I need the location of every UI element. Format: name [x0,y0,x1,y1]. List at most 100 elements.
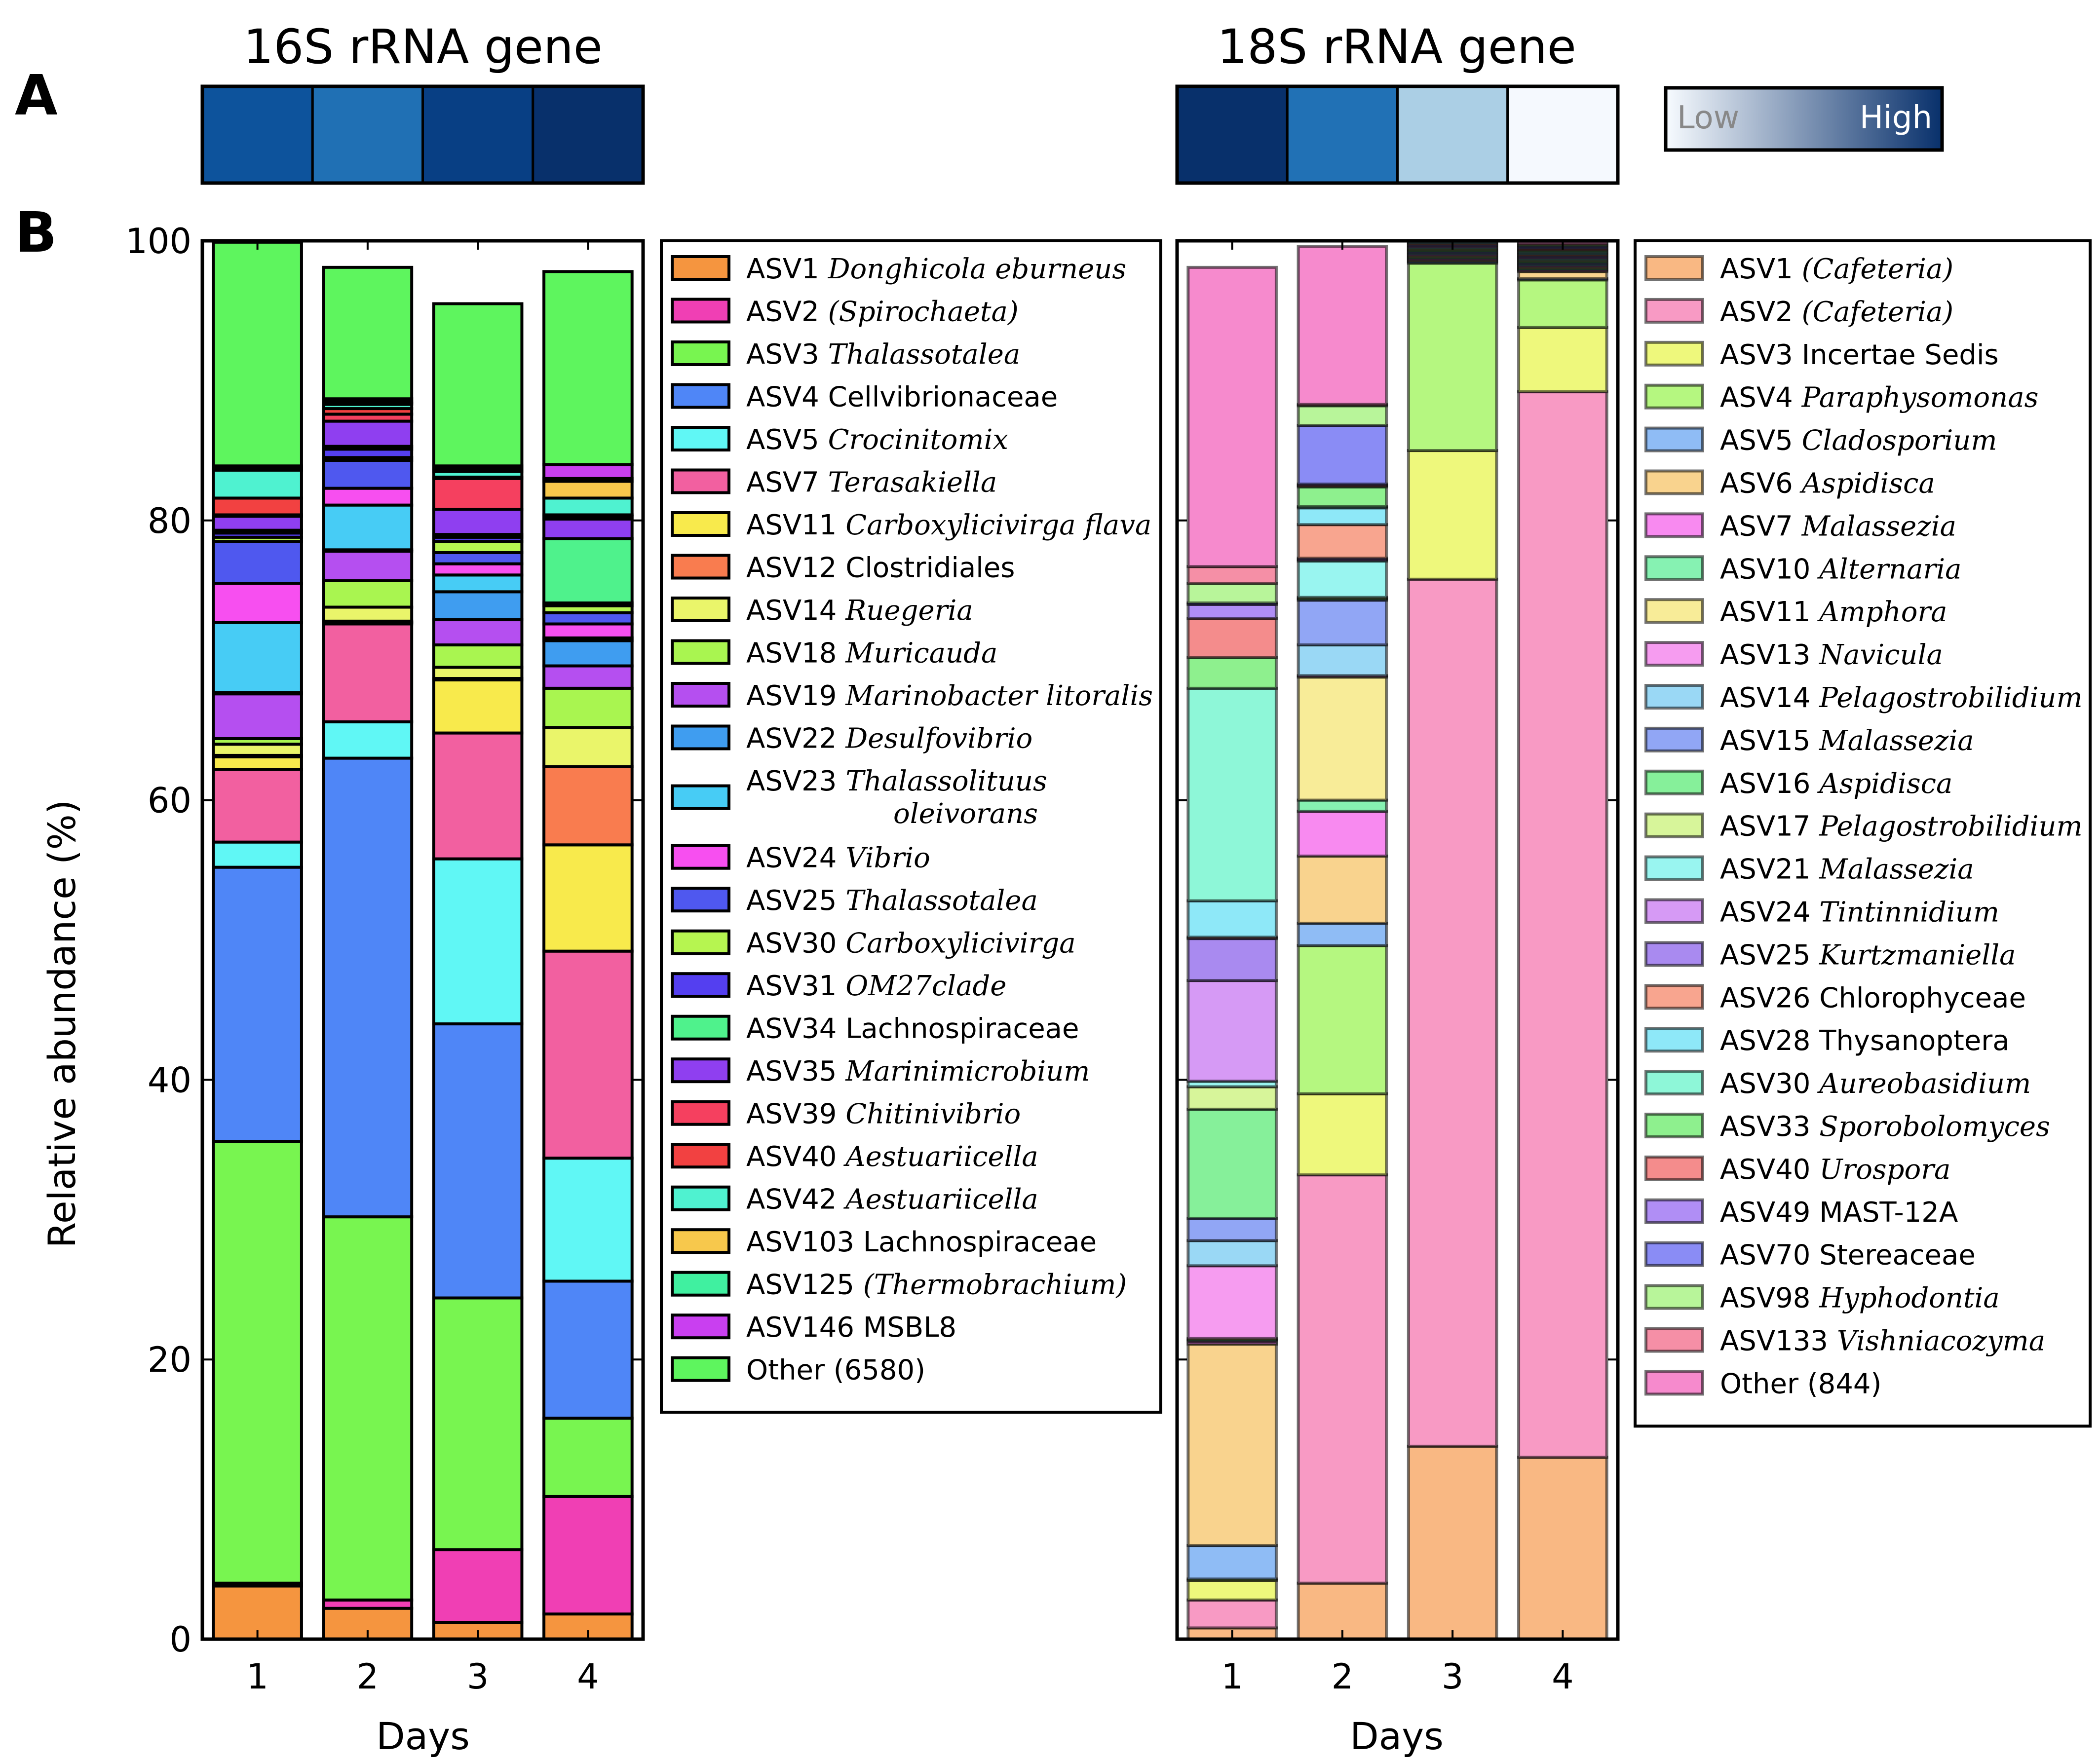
legend-frame [660,239,1162,1414]
bar-segment-asv12-day-4 [542,765,634,847]
bar-segment-asv35-day-1 [212,515,303,532]
bar-segment-asv4-day-2 [322,756,414,1219]
legend-swatch-asv7 [1644,512,1704,538]
bar-segment-asv22-day-3 [432,590,524,622]
plot-frame [1175,239,1620,1641]
bar-segment-asv2-day-4 [542,1495,634,1615]
bar-segment-asv5-day-1 [1186,1544,1278,1581]
bar-segment-asv49-day-1 [1186,602,1278,620]
legend-label-asv6: ASV6 Aspidisca [1720,468,1935,500]
bar-segment-asv14-day-4 [542,726,634,768]
legend-swatch-asv13 [1644,641,1704,667]
legend-swatch-asv21 [1644,855,1704,881]
legend-label-asv18: ASV18 Muricauda [746,638,997,670]
bar-segment-asv14-day-1 [212,743,303,757]
legend-swatch-asv17 [1644,812,1704,838]
bar-segment-asv40-day-1 [1186,617,1278,659]
legend-swatch-asv25 [671,887,730,913]
heat-strip-border [200,84,645,185]
legend-label-asv14: ASV14 Ruegeria [746,595,973,627]
bar-segment-asv3-day-2 [1297,1092,1388,1177]
legend-swatch-asv31 [671,972,730,998]
bar-segment-asv2-day-2 [1297,1173,1388,1585]
legend-swatch-asv103 [671,1228,730,1254]
legend-swatch-asv5 [1644,426,1704,452]
legend-swatch-asv24 [671,844,730,870]
legend-label-asv22: ASV22 Desulfovibrio [746,723,1032,755]
bar-segment-asv146-day-4 [542,463,634,480]
bar-segment-asv25-day-1 [212,540,303,585]
legend-label-asv25: ASV25 Thalassotalea [746,885,1038,917]
bar-segment-asv25-day-2 [322,458,414,490]
legend-label-asv31: ASV31 OM27clade [746,970,1006,1002]
legend-swatch-asv28 [1644,1027,1704,1053]
bar-segment-asv2-day-3 [1407,577,1498,1448]
x-tick-label: 2 [1332,1656,1354,1697]
bar-segment-asv133-day-1 [1186,565,1278,585]
bar-segment-asv18-day-2 [322,579,414,609]
legend-label-asv2: ASV2 (Cafeteria) [1720,296,1953,328]
legend-label-other: Other (6580) [746,1354,925,1387]
legend-label-other: Other (844) [1720,1368,1881,1400]
bar-segment-asv19-day-4 [542,664,634,690]
bar-segment-asv2-day-4 [1517,390,1608,1459]
bar-segment-asv17-day-1 [1186,1085,1278,1111]
bar-segment-asv4-day-4 [1517,278,1608,329]
legend-label-asv3: ASV3 Thalassotalea [746,338,1020,371]
legend-label-asv12: ASV12 Clostridiales [746,552,1015,584]
legend-swatch-asv30 [1644,1070,1704,1096]
heat-cell-day-3 [1396,85,1509,185]
bar-segment-asv1-day-4 [1517,1456,1608,1641]
legend-label-asv5: ASV5 Crocinitomix [746,424,1008,456]
bar-segment-asv4-day-3 [432,1022,524,1300]
bar-segment-asv5-day-3 [432,857,524,1026]
bar-segment-asv19-day-3 [432,618,524,647]
bar-segment-asv25-day-3 [432,551,524,565]
bar-segment-asv25-day-1 [1186,937,1278,982]
bar-segment-asv23-day-2 [322,503,414,552]
bar-segment-asv28-day-1 [1186,899,1278,939]
bar-segment-other-day-1 [212,240,303,468]
legend-swatch-asv15 [1644,726,1704,752]
legend-swatch-asv30 [671,929,730,955]
legend-swatch-asv6 [1644,469,1704,495]
color-scale-low-label: Low [1677,100,1739,136]
legend-swatch-asv19 [671,682,730,708]
y-tick-label: 0 [169,1619,191,1660]
bar-segment-asv4-day-4 [542,1279,634,1420]
legend-swatch-asv2 [1644,298,1704,324]
bar-segment-asv3-day-4 [1517,326,1608,394]
x-axis-label-18s: Days [1350,1714,1444,1758]
legend-label-asv39: ASV39 Chitinivibrio [746,1098,1021,1130]
legend-swatch-asv125 [671,1271,730,1297]
legend-swatch-asv14 [1644,684,1704,710]
legend-swatch-asv40 [1644,1155,1704,1181]
bar-segment-asv42-day-4 [542,496,634,517]
legend-swatch-asv24 [1644,898,1704,924]
color-scale: Low High [1664,86,1944,152]
legend-label-asv1: ASV1 Donghicola eburneus [746,253,1126,285]
legend-label-asv40: ASV40 Aestuariicella [746,1141,1038,1173]
legend-label-asv133: ASV133 Vishniacozyma [1720,1325,2045,1357]
strip-title-16s: 16S rRNA gene [243,19,603,75]
bar-segment-asv2-day-1 [1186,1598,1278,1630]
legend-swatch-asv39 [671,1100,730,1126]
bar-segment-asv26-day-2 [1297,523,1388,560]
legend-label-asv13: ASV13 Navicula [1720,639,1943,671]
legend-label-asv15: ASV15 Malassezia [1720,725,1974,757]
bar-segment-asv98-day-1 [1186,582,1278,605]
legend-swatch-asv70 [1644,1241,1704,1267]
x-tick-label: 4 [577,1656,599,1697]
bar-segment-asv14-day-3 [432,666,524,680]
bar-segment-asv13-day-1 [1186,1264,1278,1340]
legend-label-asv7: ASV7 Malassezia [1720,510,1956,542]
y-tick-label: 40 [148,1060,191,1100]
bar-segment-asv3-day-1 [212,1140,303,1585]
bar-segment-other-day-2 [1297,245,1388,406]
bar-segment-asv35-day-3 [432,508,524,536]
bar-segment-other-day-1 [1186,265,1278,568]
bar-segment-asv24-day-1 [1186,979,1278,1083]
legend-label-asv17: ASV17 Pelagostrobilidium [1720,811,2083,843]
bar-segment-asv3-day-2 [322,1215,414,1602]
